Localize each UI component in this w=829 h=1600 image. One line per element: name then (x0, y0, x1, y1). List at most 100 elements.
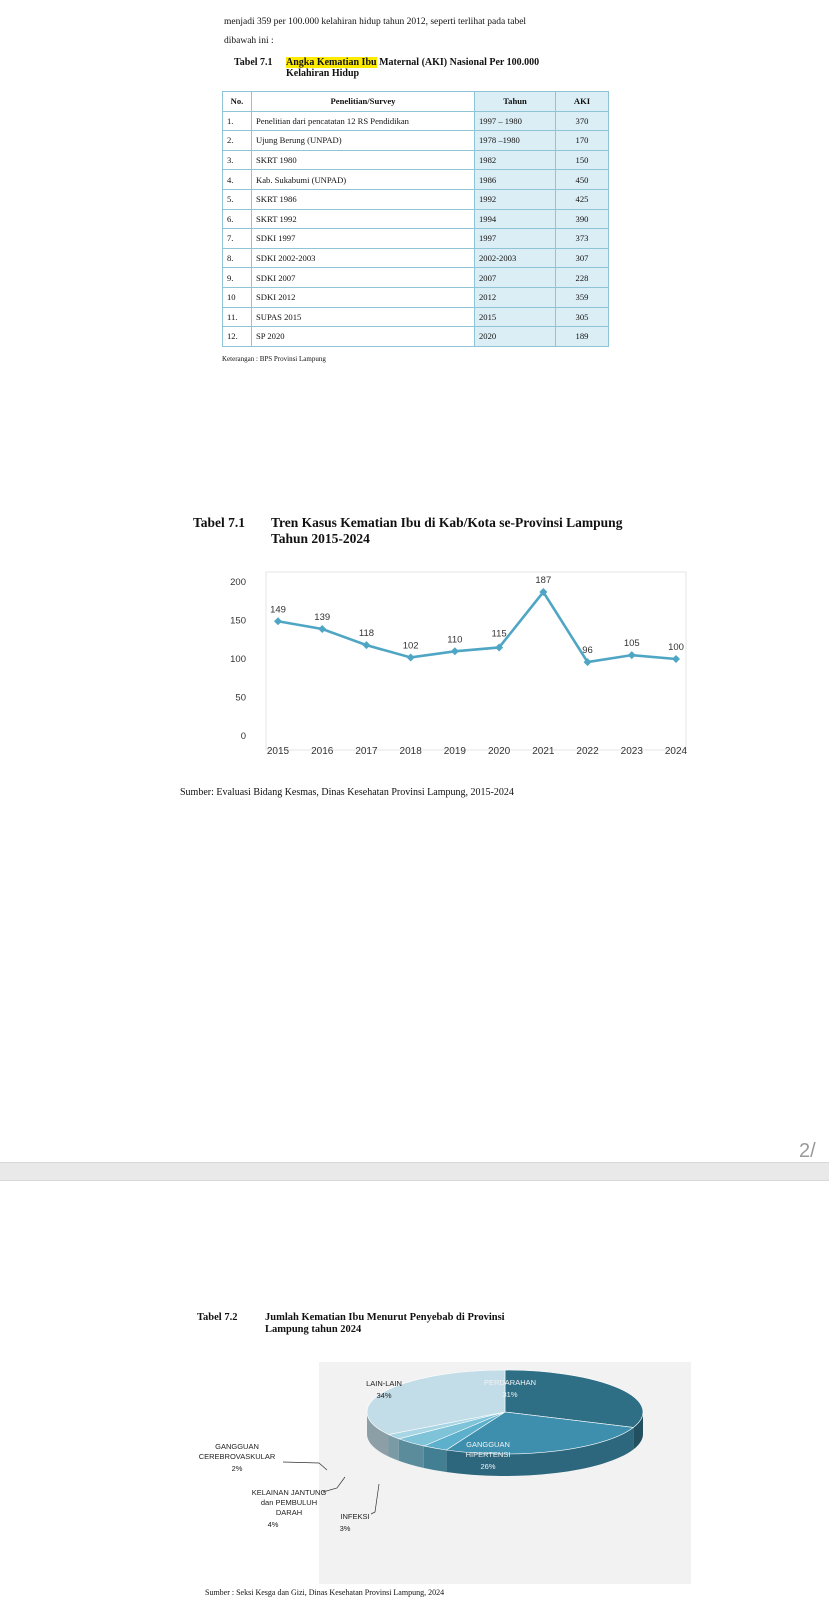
leader-line-cerebrovaskular (282, 1461, 328, 1471)
row-year: 1986 (474, 169, 556, 190)
x-tick-label: 2019 (444, 746, 467, 757)
chart1-title-line2: Tahun 2015-2024 (271, 531, 370, 546)
row-survey: SDKI 1997 (251, 228, 475, 249)
row-survey: SUPAS 2015 (251, 306, 475, 328)
x-tick-label: 2022 (576, 746, 599, 757)
y-tick-label: 50 (235, 693, 246, 704)
table2-number: Tabel 7.2 (197, 1312, 238, 1323)
table-row: 1. Penelitian dari pencatatan 12 RS Pendi… (222, 110, 609, 132)
y-tick-label: 200 (230, 577, 246, 588)
row-aki: 150 (555, 149, 609, 171)
row-year: 1992 (474, 188, 556, 210)
pie-slices (366, 1369, 644, 1455)
y-tick-label: 100 (230, 654, 246, 665)
row-year: 2007 (474, 267, 556, 288)
data-label: 187 (535, 575, 551, 586)
row-survey: SDKI 2002-2003 (251, 247, 475, 269)
data-label: 118 (359, 628, 374, 639)
y-tick-label: 0 (241, 731, 246, 742)
table-row: 7. SDKI 1997 1997 373 (222, 228, 609, 249)
data-point (362, 641, 371, 650)
row-aki: 370 (555, 110, 609, 132)
table-row: 9. SDKI 2007 2007 228 (222, 267, 609, 288)
table-row: 4. Kab. Sukabumi (UNPAD) 1986 450 (222, 169, 609, 190)
intro-line-1: menjadi 359 per 100.000 kelahiran hidup … (224, 17, 527, 27)
row-year: 2012 (474, 286, 556, 308)
row-survey: SKRT 1992 (251, 208, 475, 230)
row-year: 2020 (474, 326, 556, 347)
data-point (627, 651, 636, 660)
pie-slice-side (388, 1434, 399, 1461)
row-no: 1. (222, 110, 252, 132)
pie-slice-side (423, 1445, 447, 1473)
header-no: No. (222, 91, 252, 112)
y-axis-ticks: 0 50 100 150 200 (230, 577, 246, 742)
row-aki: 170 (555, 130, 609, 151)
pie-label-value: 26% (480, 1462, 495, 1471)
data-point (406, 653, 415, 662)
aki-table-header-row: No. Penelitian/Survey Tahun AKI (222, 91, 609, 112)
row-no: 12. (222, 326, 252, 347)
table1-caption: Tabel 7.1 Angka Kematian Ibu Maternal (AK… (234, 57, 614, 79)
row-no: 3. (222, 149, 252, 171)
pie-label-text: PERDARAHAN (484, 1378, 536, 1387)
x-tick-label: 2016 (311, 746, 334, 757)
x-tick-label: 2020 (488, 746, 511, 757)
table2-source: Sumber : Seksi Kesga dan Gizi, Dinas Kes… (205, 1588, 445, 1597)
row-survey: SDKI 2012 (251, 286, 475, 308)
row-aki: 390 (555, 208, 609, 230)
data-point (495, 643, 504, 652)
x-axis-ticks: 2015 2016 2017 2018 2019 2020 2021 2022 2023 2024 (267, 746, 688, 757)
pie-label-text: HIPERTENSI (466, 1450, 511, 1459)
row-aki: 305 (555, 306, 609, 328)
row-survey: SKRT 1986 (251, 188, 475, 210)
header-survey: Penelitian/Survey (251, 91, 475, 112)
row-no: 7. (222, 228, 252, 249)
row-no: 10 (222, 286, 252, 308)
pie-slice (445, 1411, 635, 1455)
table-row: 6. SKRT 1992 1994 390 (222, 208, 609, 230)
row-no: 2. (222, 130, 252, 151)
header-year: Tahun (474, 91, 556, 112)
x-tick-label: 2024 (665, 746, 688, 757)
row-aki: 450 (555, 169, 609, 190)
row-year: 1994 (474, 208, 556, 230)
table2-title-line2: Lampung tahun 2024 (265, 1324, 362, 1335)
chart1-caption: Tabel 7.1 Tren Kasus Kematian Ibu di Kab/… (193, 515, 713, 547)
leader-line-infeksi (370, 1483, 380, 1515)
row-aki: 373 (555, 228, 609, 249)
x-tick-label: 2018 (400, 746, 423, 757)
data-label: 105 (624, 638, 640, 649)
data-point (274, 617, 282, 626)
pie-slice-side (446, 1427, 634, 1476)
data-point (672, 655, 680, 663)
y-tick-label: 150 (230, 616, 246, 627)
row-year: 1978 –1980 (474, 130, 556, 151)
pie-sides (367, 1412, 643, 1476)
data-point (450, 647, 459, 656)
page-gap (0, 1162, 829, 1181)
table-row: 2. Ujung Berung (UNPAD) 1978 –1980 170 (222, 130, 609, 151)
chart1-source: Sumber: Evaluasi Bidang Kesmas, Dinas Ke… (180, 787, 514, 798)
pie-label-value: 31% (502, 1390, 517, 1399)
pie-label-text: LAIN-LAIN (366, 1379, 402, 1388)
x-tick-label: 2015 (267, 746, 290, 757)
data-label: 110 (447, 634, 462, 645)
series-line (277, 589, 677, 664)
pie-label-text: DARAH (276, 1508, 302, 1517)
chart1-number: Tabel 7.1 (193, 515, 246, 530)
leader-line-jantung (322, 1476, 346, 1493)
x-tick-label: 2017 (355, 746, 378, 757)
row-no: 6. (222, 208, 252, 230)
table2-title-line1: Jumlah Kematian Ibu Menurut Penyebab di … (265, 1312, 505, 1323)
table-row: 10 SDKI 2012 2012 359 (222, 286, 609, 308)
pie-label-value: 3% (340, 1524, 351, 1533)
row-year: 2015 (474, 306, 556, 328)
row-aki: 189 (555, 326, 609, 347)
data-point (583, 658, 592, 667)
table1-title-rest: Maternal (AKI) Nasional Per 100.000 (376, 57, 540, 68)
table1-title-line2: Kelahiran Hidup (286, 68, 360, 79)
x-tick-label: 2023 (621, 746, 644, 757)
data-label: 139 (314, 612, 330, 623)
intro-line-2: dibawah ini : (224, 36, 274, 46)
